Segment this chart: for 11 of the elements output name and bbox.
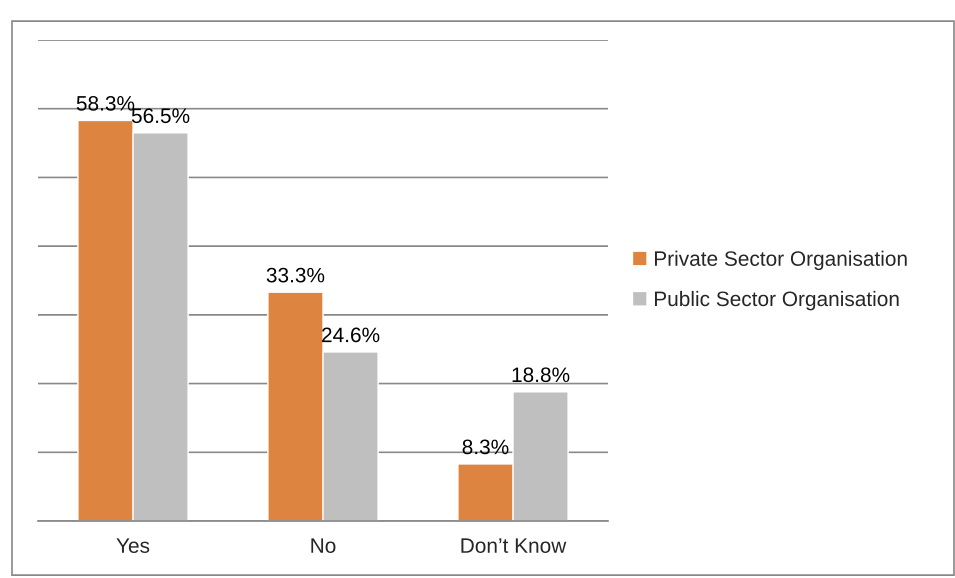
legend-label: Public Sector Organisation: [654, 290, 899, 310]
data-label: 8.3%: [462, 440, 508, 454]
x-tick-label: Don’t Know: [461, 538, 566, 553]
data-label: 24.6%: [322, 328, 380, 342]
data-label: 33.3%: [266, 268, 324, 283]
x-tick-label: No: [311, 538, 336, 553]
data-label: 56.5%: [132, 108, 190, 124]
data-label: 18.8%: [512, 367, 570, 382]
legend-label: Private Sector Organisation: [654, 250, 907, 270]
x-tick-label: Yes: [116, 538, 150, 553]
data-label: 58.3%: [76, 96, 134, 111]
